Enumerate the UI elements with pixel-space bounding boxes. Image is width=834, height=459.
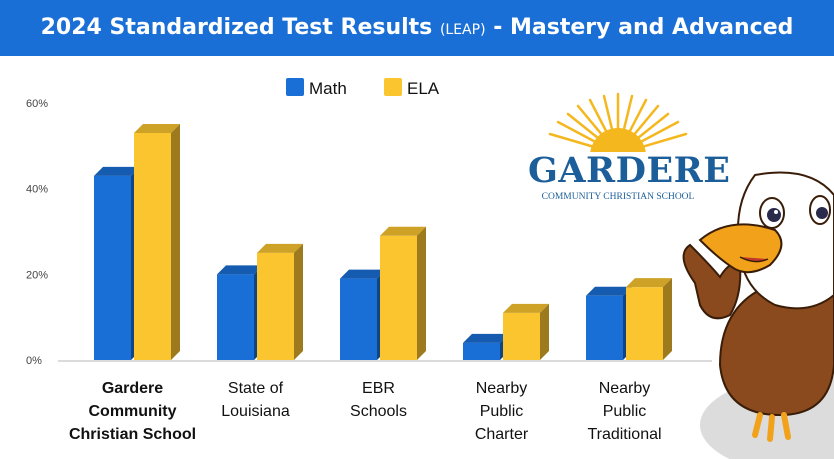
bar-side-ela <box>294 243 303 360</box>
bar-top-ela <box>626 278 672 288</box>
bar-math <box>586 295 623 360</box>
bar-top-math <box>463 333 509 343</box>
bar-top-ela <box>380 226 426 236</box>
legend-label-ela: ELA <box>407 79 440 98</box>
logo-subtitle: COMMUNITY CHRISTIAN SCHOOL <box>541 192 695 202</box>
sun-icon <box>548 92 688 160</box>
bar-ela <box>257 252 294 360</box>
bar-side-ela <box>663 278 672 360</box>
bar-top-math <box>586 286 632 296</box>
title-small: (LEAP) <box>439 22 486 38</box>
bar-side-ela <box>417 226 426 360</box>
y-tick-label: 60% <box>26 98 48 110</box>
bar-top-math <box>94 166 140 176</box>
y-tick-label: 40% <box>26 184 48 196</box>
school-logo: GARDERE COMMUNITY CHRISTIAN SCHOOL <box>528 92 731 212</box>
bar-math <box>217 274 254 360</box>
title-tail: - Mastery and Advanced <box>493 15 794 40</box>
category-label: Gardere Community Christian School <box>69 380 196 443</box>
bar-side-ela <box>171 123 180 360</box>
bar-math <box>94 175 131 360</box>
category-label: Nearby Public Traditional <box>587 380 661 443</box>
bar-top-ela <box>503 303 549 313</box>
bar-ela <box>134 132 171 360</box>
category-label: EBR Schools <box>350 380 407 420</box>
bar-ela <box>380 235 417 360</box>
category-label: State of Louisiana <box>221 380 290 420</box>
bar-top-math <box>217 265 263 275</box>
title-banner <box>0 0 834 56</box>
logo-name: GARDERE <box>528 150 731 191</box>
y-tick-label: 20% <box>26 269 48 281</box>
bar-side-ela <box>540 303 549 360</box>
legend-swatch-math <box>286 78 304 96</box>
bar-top-math <box>340 269 386 279</box>
eagle-mascot-icon <box>682 171 834 459</box>
chart-title: 2024 Standardized Test Results (LEAP) - … <box>0 0 834 56</box>
bar-top-ela <box>257 243 303 253</box>
legend-swatch-ela <box>384 78 402 96</box>
title-main: 2024 Standardized Test Results <box>40 15 433 40</box>
category-label: Nearby Public Charter <box>475 380 529 443</box>
y-tick-label: 0% <box>26 355 42 367</box>
bar-math <box>463 342 500 360</box>
bar-top-ela <box>134 123 180 133</box>
bar-ela <box>503 312 540 360</box>
bar-math <box>340 278 377 360</box>
bar-ela <box>626 287 663 360</box>
legend-label-math: Math <box>309 79 347 98</box>
